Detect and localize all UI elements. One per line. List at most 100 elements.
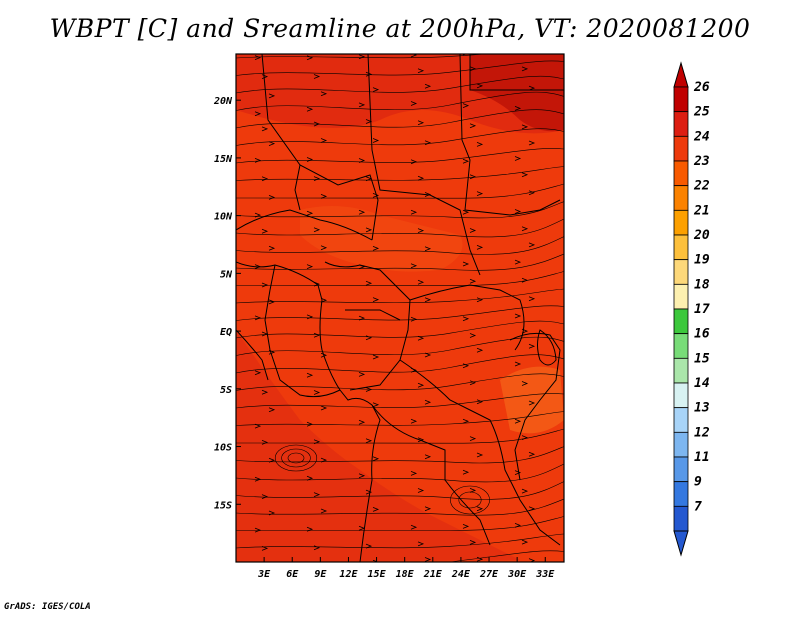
latitude-axis: 20N 15N 10N 5N EQ 5S 10S 15S (213, 96, 241, 511)
colorbar-swatch (673, 431, 689, 458)
colorbar-swatch (673, 234, 689, 261)
colorbar-swatch (673, 382, 689, 409)
streamline-arrow (424, 557, 432, 562)
streamline-arrow (365, 489, 373, 495)
colorbar: 26 25 24 23 22 21 20 19 18 17 16 15 14 13 12 11 9 7 (673, 61, 710, 557)
lon-tick-label: 24E (451, 569, 471, 580)
streamline-arrow (514, 156, 522, 161)
streamline-arrow (424, 83, 432, 89)
streamline-arrow (521, 66, 529, 72)
streamline (236, 481, 564, 500)
streamline-arrow (313, 176, 321, 181)
streamline (236, 305, 564, 321)
colorbar-label: 21 (693, 203, 710, 218)
streamline-arrow (462, 363, 470, 369)
lon-tick-label: 30E (507, 569, 527, 580)
streamline (236, 148, 564, 164)
streamline-arrow (365, 387, 373, 392)
streamline (236, 336, 564, 356)
streamline-arrow (514, 523, 522, 528)
streamline-arrow (410, 101, 418, 106)
streamline-arrow (306, 210, 314, 216)
lat-tick-label: 20N (213, 96, 233, 107)
streamline-arrow (372, 559, 379, 562)
colorbar-label: 9 (694, 475, 702, 490)
streamline-arrow (254, 423, 262, 429)
vortex-streamline (281, 448, 311, 468)
streamline-arrow (424, 297, 432, 303)
streamline-arrow (365, 227, 373, 233)
colorbar-label: 14 (694, 376, 710, 391)
lat-tick-label: 10N (214, 212, 233, 223)
streamline-arrow (514, 418, 522, 424)
streamline-arrow (268, 407, 276, 413)
country-borders (236, 54, 564, 562)
streamline-arrow (261, 228, 269, 234)
streamline-arrow (320, 457, 328, 463)
colorbar-label: 19 (694, 253, 710, 268)
lon-tick-label: 9E (314, 569, 327, 580)
colorbar-label: 11 (694, 450, 710, 465)
streamline-arrow (313, 390, 321, 395)
streamline-arrow (469, 540, 477, 545)
lat-tick-label: 5N (220, 269, 233, 280)
streamline-arrow (514, 361, 522, 367)
colorbar-swatch (673, 407, 689, 433)
streamline-arrow (358, 372, 366, 377)
streamline-arrow (410, 524, 418, 530)
warm-region-southwest (236, 330, 520, 562)
streamline-arrow (462, 469, 470, 475)
cooler-region-east (500, 366, 564, 434)
streamline-arrow (306, 264, 314, 269)
streamline (236, 128, 564, 146)
lon-tick-label: 27E (479, 569, 499, 580)
streamline-arrow (462, 316, 470, 322)
streamline-arrow (514, 259, 522, 265)
streamline-arrow (521, 435, 529, 440)
streamline-arrow (313, 545, 321, 551)
streamline-arrow (528, 343, 536, 349)
streamline-arrow (372, 246, 380, 251)
streamline-arrow (261, 546, 269, 551)
streamline-arrow (261, 440, 269, 445)
colorbar-swatch (673, 333, 689, 359)
streamline-arrow (528, 506, 536, 512)
lat-tick-label: 15S (214, 500, 232, 511)
streamline-arrow (469, 174, 477, 180)
vortex-streamline (458, 491, 482, 509)
streamline (236, 109, 564, 129)
streamline-arrow (424, 399, 432, 405)
colorbar-label: 23 (693, 154, 710, 169)
streamline-arrow (358, 209, 366, 215)
streamline-arrow (515, 54, 516, 55)
streamline-arrow (365, 438, 373, 444)
streamline-arrow (254, 527, 262, 533)
streamline-arrow (417, 541, 425, 547)
streamline-arrow (313, 74, 321, 79)
streamline-arrow (528, 140, 536, 146)
streamline-arrow (313, 227, 321, 233)
streamline-arrow (365, 335, 373, 341)
colorbar-max-arrow (673, 61, 689, 88)
streamline (236, 236, 564, 255)
streamline-arrow (372, 297, 380, 302)
lon-tick-label: 33E (535, 569, 555, 580)
streamline-arrow (372, 87, 380, 92)
streamline (236, 166, 564, 181)
streamline-arrow (424, 246, 432, 252)
lat-tick-label: 10S (214, 443, 232, 454)
streamline-arrow (261, 126, 269, 132)
streamline (236, 60, 564, 76)
streamline-arrow (320, 194, 328, 199)
lat-tick-label: EQ (220, 327, 232, 338)
streamline-arrow (417, 335, 425, 341)
streamline (236, 54, 487, 59)
lon-tick-label: 12E (339, 569, 358, 580)
streamline-arrow (372, 354, 380, 360)
colorbar-swatch (673, 505, 689, 532)
streamline-arrow (424, 454, 432, 460)
streamline-arrow (320, 508, 328, 514)
streamline-arrow (261, 282, 269, 288)
streamline-arrow (424, 140, 432, 146)
streamline-arrow (417, 68, 425, 74)
